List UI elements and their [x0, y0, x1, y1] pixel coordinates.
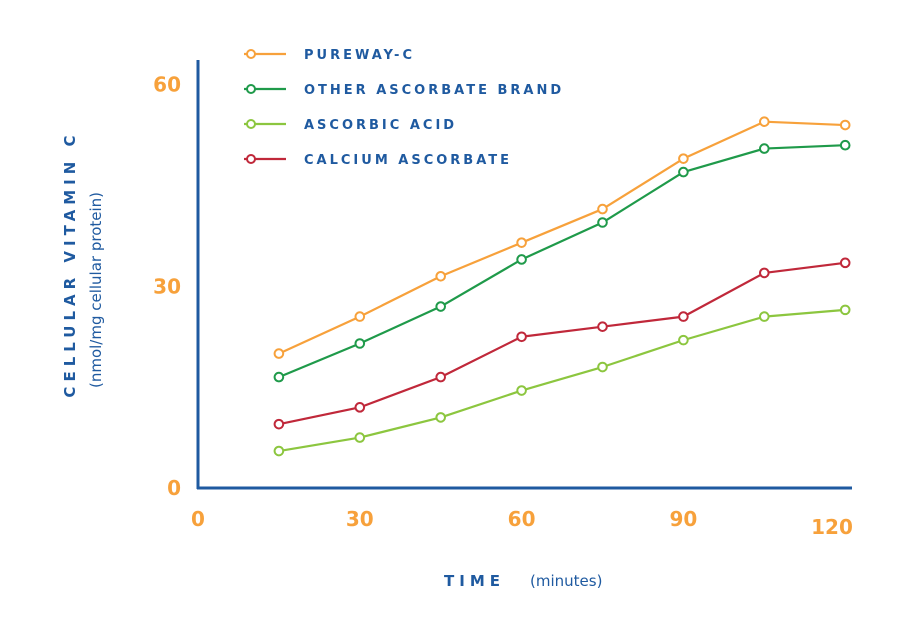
data-point	[516, 237, 527, 248]
data-point	[597, 321, 608, 332]
data-point	[678, 153, 689, 164]
y-tick-label: 60	[153, 73, 181, 97]
data-point	[354, 311, 366, 322]
legend-marker	[246, 119, 256, 129]
data-point	[516, 385, 527, 396]
y-tick-label: 30	[153, 274, 181, 298]
data-point	[839, 139, 851, 151]
data-point	[678, 311, 689, 322]
y-axis-unit: (nmol/mg cellular protein)	[87, 192, 105, 388]
series-other-ascorbate-brand	[273, 139, 851, 383]
legend: PUREWAY-C OTHER ASCORBATE BRAND ASCORBIC A…	[244, 48, 564, 168]
legend-item: PUREWAY-C	[244, 48, 415, 63]
legend-item: OTHER ASCORBATE BRAND	[244, 83, 564, 98]
series-line	[278, 144, 846, 379]
data-point	[273, 418, 285, 430]
x-tick-label: 90	[669, 507, 697, 531]
data-point	[839, 257, 851, 269]
data-point	[435, 270, 447, 282]
series-line	[278, 261, 846, 426]
data-point	[354, 338, 366, 349]
series-pureway-c	[273, 116, 851, 359]
data-point	[273, 371, 285, 383]
data-point	[678, 334, 689, 346]
series-line	[278, 120, 846, 355]
data-point	[597, 361, 608, 373]
data-point	[516, 254, 527, 265]
x-axis-unit: (minutes)	[530, 572, 602, 590]
data-point	[354, 402, 366, 413]
x-tick-label: 0	[191, 507, 205, 531]
data-point	[678, 166, 689, 178]
data-point	[516, 331, 527, 343]
legend-item: CALCIUM ASCORBATE	[244, 153, 512, 168]
data-point	[435, 412, 447, 423]
x-tick-label: 30	[346, 507, 374, 531]
data-point	[354, 432, 366, 443]
data-point	[597, 217, 608, 228]
legend-marker	[246, 84, 256, 94]
x-axis-title: TIME	[444, 572, 505, 590]
series-ascorbic-acid	[273, 304, 851, 457]
series-calcium-ascorbate	[273, 257, 851, 430]
legend-marker	[246, 49, 256, 59]
series-layer	[273, 116, 851, 457]
legend-label: OTHER ASCORBATE BRAND	[304, 83, 564, 98]
y-tick-label: 0	[167, 476, 181, 500]
data-point	[759, 116, 770, 127]
data-point	[839, 304, 851, 316]
data-point	[597, 203, 608, 215]
data-point	[759, 311, 770, 322]
y-axis-title: CELLULAR VITAMIN C	[61, 130, 79, 397]
data-point	[435, 301, 447, 312]
legend-marker	[246, 154, 256, 164]
legend-label: ASCORBIC ACID	[304, 118, 457, 133]
data-point	[273, 445, 285, 457]
series-line	[278, 308, 846, 453]
legend-label: PUREWAY-C	[304, 48, 415, 63]
x-axis: 0 30 60 90 120	[191, 486, 853, 539]
data-point	[273, 348, 285, 359]
legend-label: CALCIUM ASCORBATE	[304, 153, 512, 168]
data-point	[435, 371, 447, 383]
x-tick-label: 60	[508, 507, 536, 531]
data-point	[839, 119, 851, 131]
y-axis: 0 30 60	[153, 60, 200, 500]
data-point	[759, 267, 770, 279]
axis-titles: TIME (minutes) CELLULAR VITAMIN C (nmol/…	[61, 130, 602, 590]
x-tick-label: 120	[811, 515, 853, 539]
legend-item: ASCORBIC ACID	[244, 118, 457, 133]
data-point	[759, 143, 770, 154]
